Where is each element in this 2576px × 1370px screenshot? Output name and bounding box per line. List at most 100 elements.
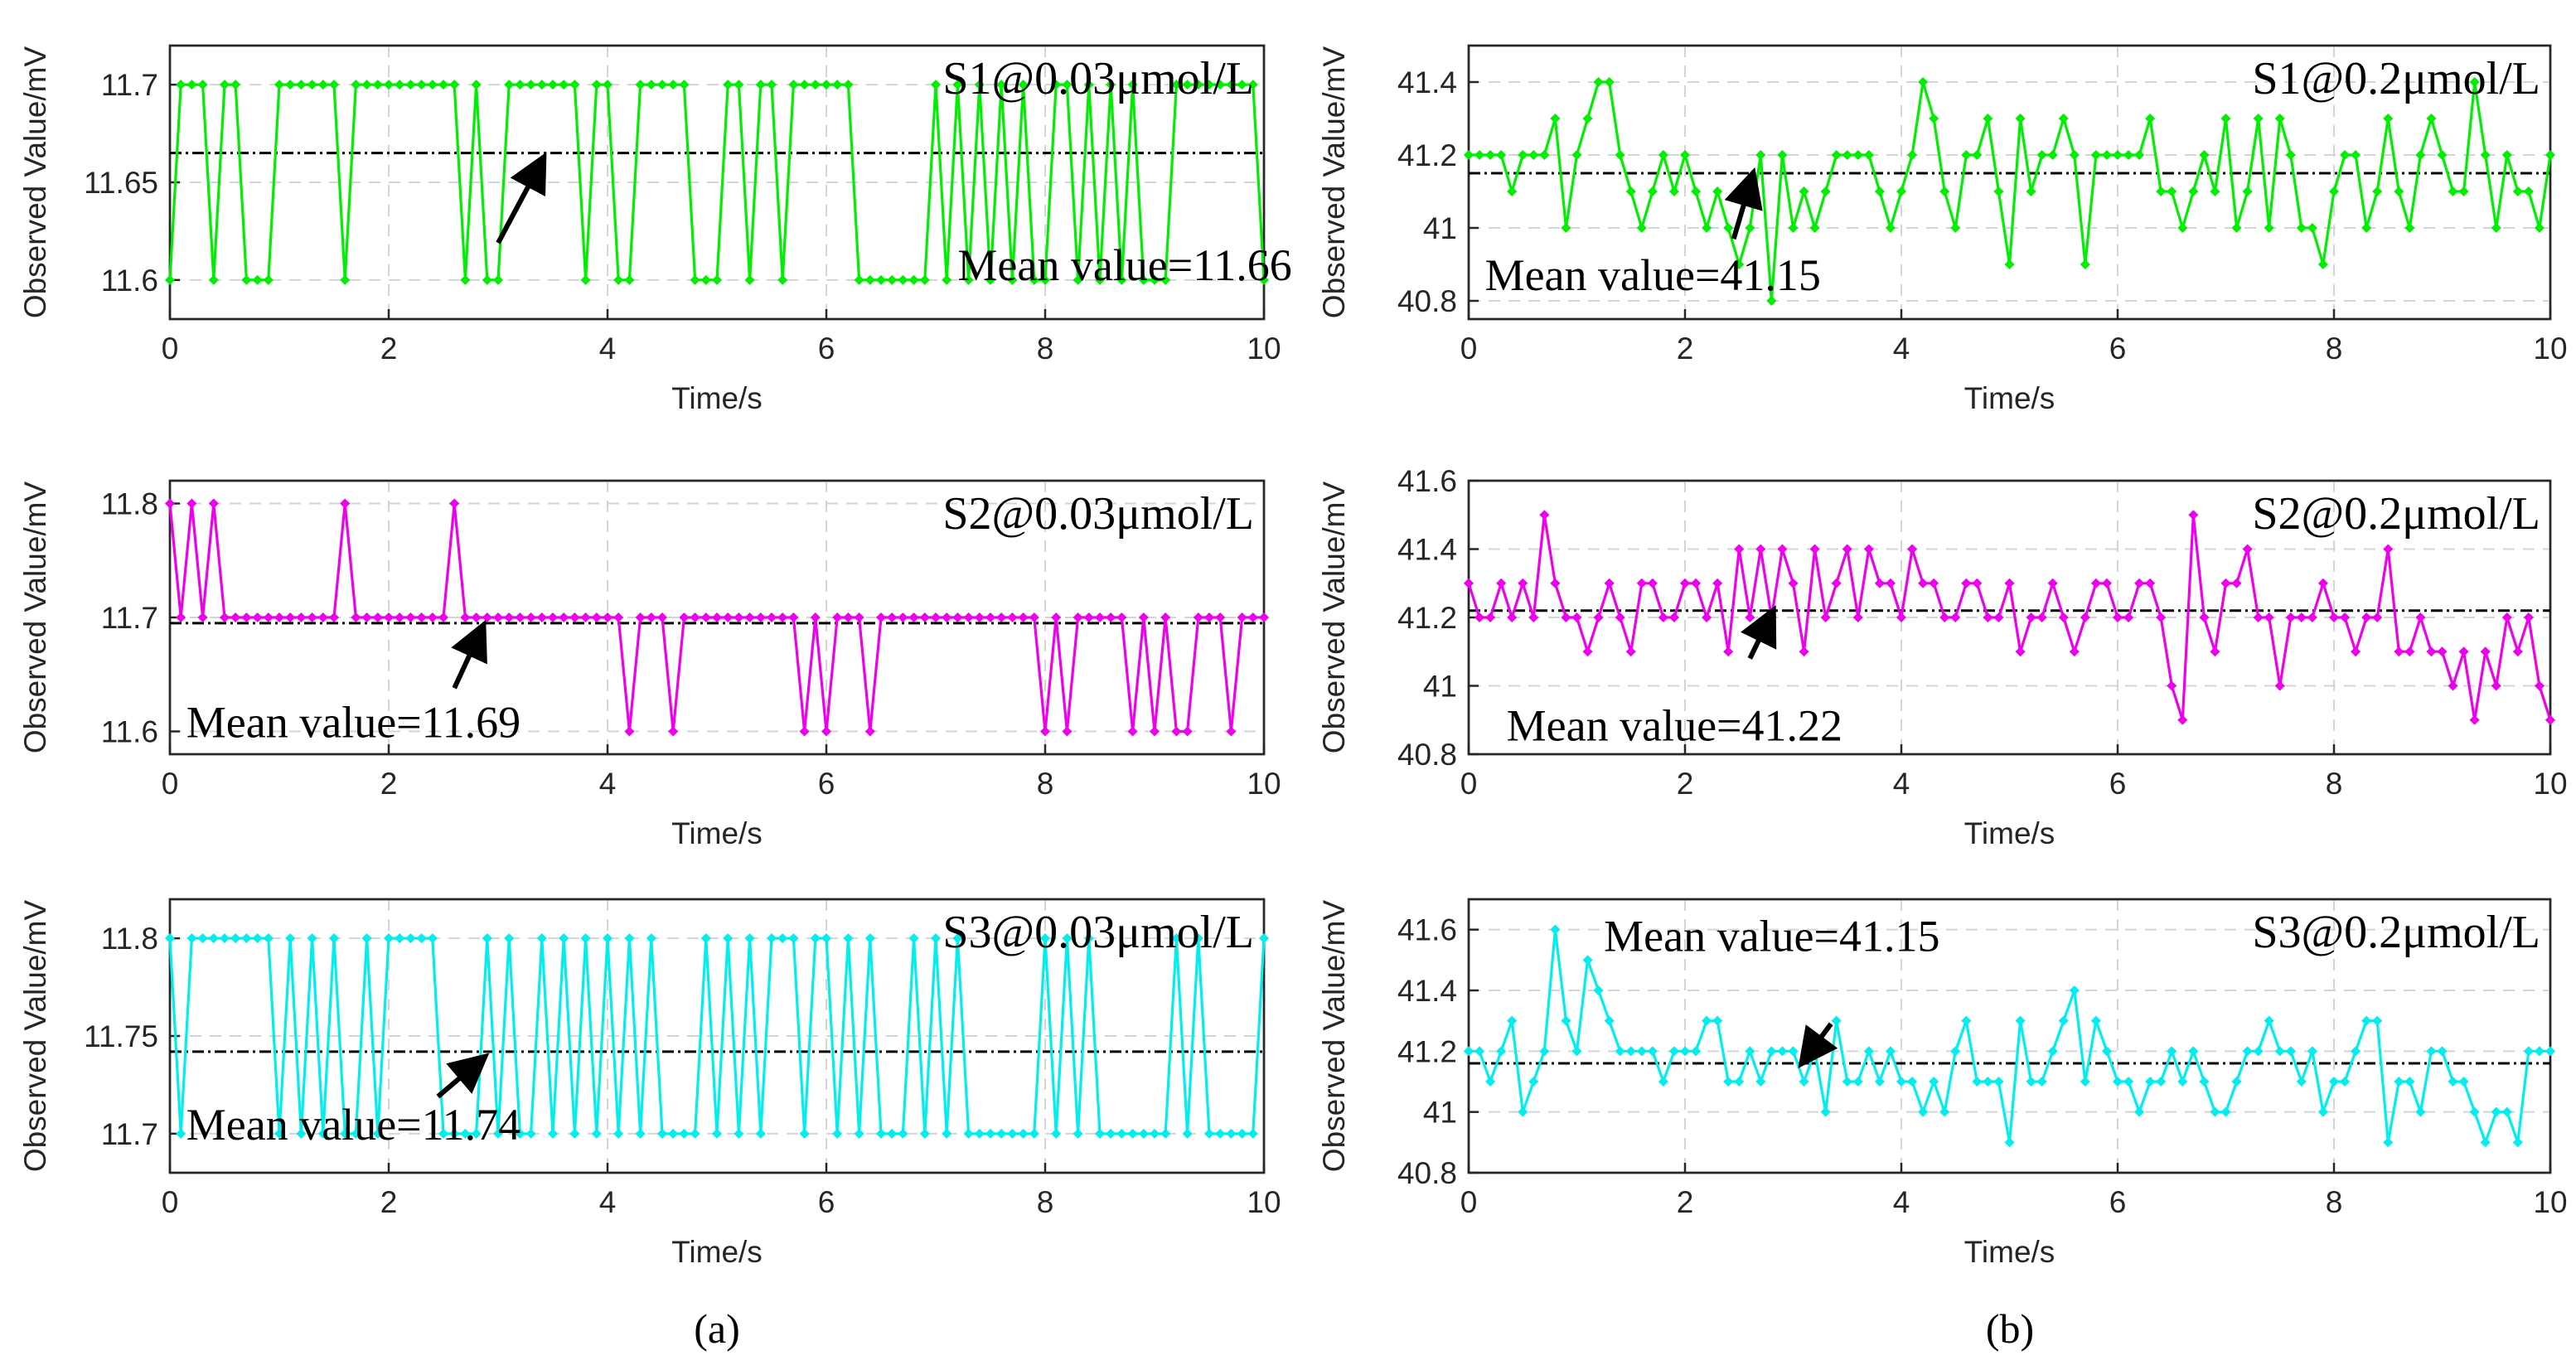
x-tick-label: 0 (1460, 332, 1478, 365)
data-point (186, 80, 197, 90)
data-point (1702, 612, 1712, 622)
x-axis-label: Time/s (671, 381, 763, 415)
data-point (2177, 1077, 2188, 1087)
data-point (1582, 114, 1593, 123)
y-axis-label: Observed Value/mV (18, 482, 52, 754)
data-point (2069, 646, 2080, 657)
data-point (2329, 612, 2339, 622)
plot-frame (1467, 898, 2552, 1174)
data-point (603, 612, 613, 622)
data-point (1593, 985, 1604, 995)
data-point (646, 612, 656, 622)
data-point (2199, 612, 2210, 622)
data-point (1083, 80, 1094, 90)
data-point (1702, 1015, 1712, 1026)
data-point (591, 612, 602, 622)
data-point (1777, 1046, 1788, 1057)
data-point (613, 612, 624, 622)
data-point (2015, 646, 2026, 657)
x-tick-label: 6 (818, 332, 835, 365)
data-point (1193, 612, 1203, 622)
data-point (1820, 1106, 1831, 1117)
data-point (1496, 1046, 1507, 1057)
data-point (274, 612, 284, 622)
data-point (1896, 612, 1906, 622)
mean-annotation: Mean value=41.15 (1485, 250, 1821, 300)
data-point (635, 612, 646, 622)
data-point (285, 612, 296, 622)
data-point (548, 80, 558, 90)
data-point (1983, 612, 1993, 622)
data-point (1799, 1077, 1809, 1087)
data-point (2469, 77, 2480, 87)
y-axis-label: Observed Value/mV (1317, 482, 1351, 754)
data-point (1712, 1015, 1723, 1026)
caption-b: (b) (1986, 1305, 2034, 1352)
data-point (2512, 646, 2523, 657)
data-point (1518, 150, 1528, 160)
x-tick-label: 10 (2533, 1185, 2567, 1219)
x-tick-label: 8 (1037, 332, 1054, 365)
data-point (1106, 1128, 1116, 1139)
y-tick-label: 41 (1423, 211, 1457, 245)
data-point (2448, 1077, 2458, 1087)
data-point (1182, 80, 1193, 90)
data-point (1095, 612, 1105, 622)
x-tick-label: 0 (162, 767, 179, 801)
data-point (317, 1128, 328, 1139)
data-point (372, 80, 383, 90)
data-point (2448, 680, 2458, 691)
data-point (788, 612, 799, 622)
data-point (755, 1128, 766, 1139)
data-point (700, 612, 711, 622)
data-point (1972, 150, 1983, 160)
data-point (569, 1128, 580, 1139)
data-point (1029, 1128, 1039, 1139)
data-point (460, 274, 471, 285)
data-point (635, 1128, 646, 1139)
data-point (1831, 150, 1842, 160)
data-point (1259, 274, 1269, 285)
data-point (208, 933, 219, 944)
y-tick-label: 11.8 (101, 487, 158, 521)
data-point (700, 933, 711, 944)
data-point (361, 80, 372, 90)
data-point (2523, 1046, 2534, 1057)
data-point (1193, 933, 1203, 944)
data-point (1550, 924, 1561, 935)
data-point (734, 1128, 744, 1139)
data-point (898, 274, 908, 285)
data-point (2351, 1046, 2361, 1057)
data-point (1766, 296, 1777, 306)
data-point (2199, 1077, 2210, 1087)
data-point (2156, 612, 2167, 622)
data-point (799, 726, 810, 737)
data-point (307, 80, 317, 90)
data-point (525, 80, 536, 90)
data-point (2285, 1046, 2296, 1057)
data-point (2220, 578, 2231, 588)
data-point (1051, 80, 1062, 90)
mean-arrow (1724, 167, 1763, 240)
y-tick-label: 41 (1423, 670, 1457, 704)
x-axis-label: Time/s (1964, 1235, 2055, 1269)
data-point (1755, 150, 1766, 160)
y-tick-label: 40.8 (1397, 738, 1457, 772)
data-point (1799, 646, 1809, 657)
data-point (504, 80, 515, 90)
data-point (548, 612, 558, 622)
data-point (1668, 186, 1679, 196)
data-point (515, 612, 525, 622)
data-point (536, 612, 547, 622)
data-point (2351, 150, 2361, 160)
data-point (1518, 578, 1528, 588)
data-point (1852, 1077, 1863, 1087)
y-tick-label: 41 (1423, 1096, 1457, 1130)
data-point (296, 80, 307, 90)
data-point (2253, 1046, 2264, 1057)
data-point (2383, 114, 2394, 123)
data-point (1842, 1077, 1852, 1087)
x-tick-label: 10 (1247, 1185, 1281, 1219)
data-point (1874, 578, 1885, 588)
